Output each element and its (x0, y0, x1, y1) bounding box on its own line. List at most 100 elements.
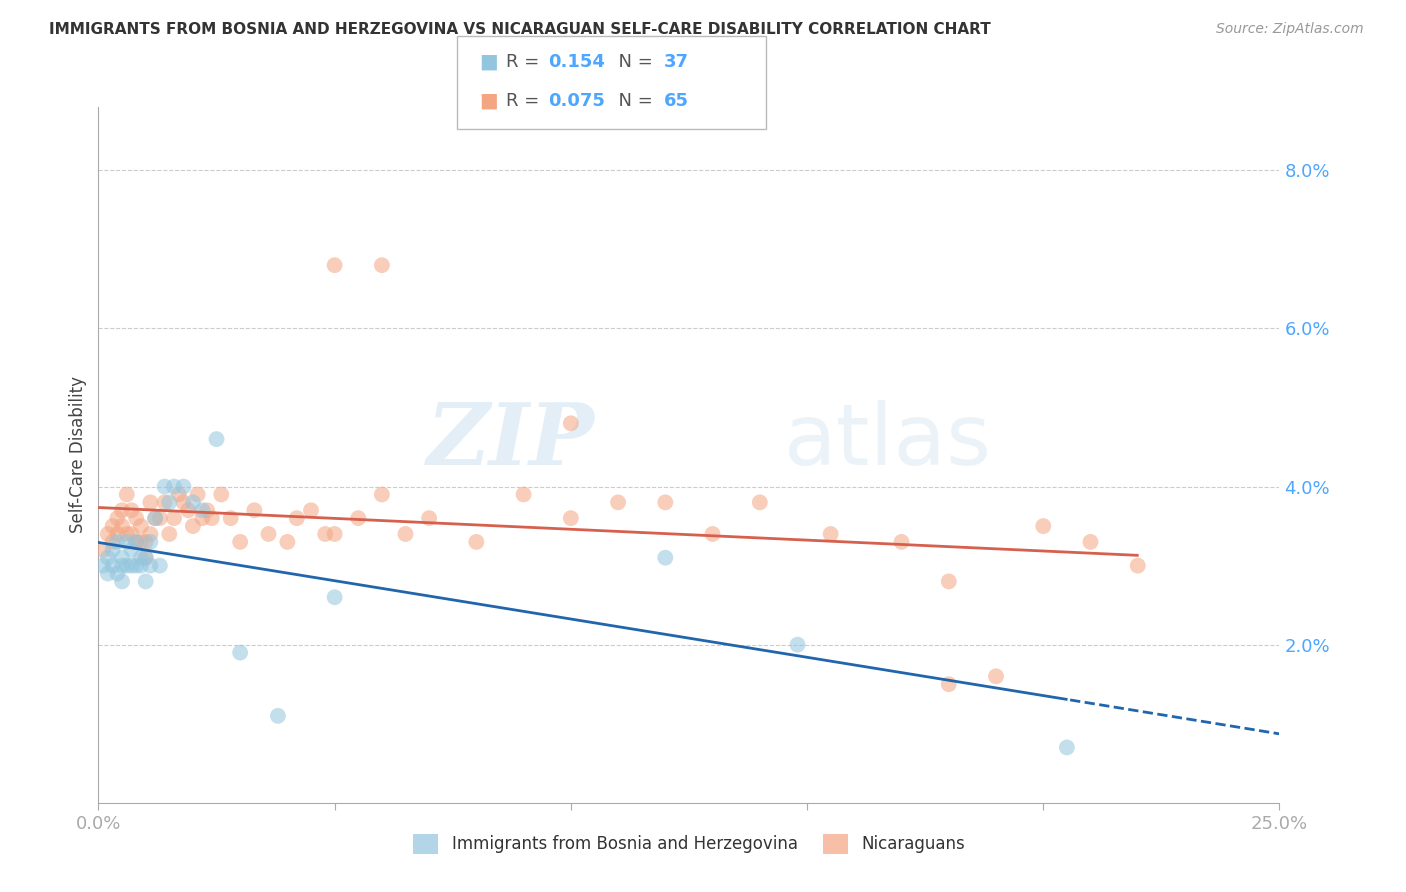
Point (465, 534, 488, 549)
Point (560, 511, 582, 525)
Point (163, 511, 186, 525)
Point (135, 574, 157, 589)
Point (786, 638, 808, 652)
Point (205, 432, 228, 446)
Point (323, 591, 346, 605)
Point (191, 503, 214, 517)
Point (654, 550, 676, 565)
Point (111, 574, 134, 589)
Point (115, 558, 138, 573)
Point (229, 534, 252, 549)
Point (191, 511, 214, 525)
Point (129, 558, 152, 573)
Point (702, 527, 724, 541)
Text: ▪: ▪ (478, 87, 499, 115)
Point (97, 527, 120, 541)
Point (560, 417, 582, 431)
Point (111, 558, 134, 573)
Text: 37: 37 (664, 54, 689, 71)
Point (323, 258, 346, 272)
Point (371, 487, 394, 501)
Point (607, 495, 630, 509)
Point (938, 677, 960, 691)
Point (115, 534, 138, 549)
Point (347, 511, 370, 525)
Text: N =: N = (607, 92, 659, 110)
Point (157, 527, 180, 541)
Point (257, 527, 280, 541)
Point (163, 479, 186, 493)
Point (1126, 558, 1149, 573)
Point (201, 511, 224, 525)
Text: R =: R = (506, 54, 546, 71)
Point (115, 527, 138, 541)
Point (820, 527, 842, 541)
Point (748, 495, 770, 509)
Text: 0.075: 0.075 (548, 92, 605, 110)
Point (121, 542, 143, 557)
Point (129, 519, 152, 533)
Point (143, 511, 166, 525)
Point (153, 495, 176, 509)
Point (890, 534, 912, 549)
Point (153, 479, 176, 493)
Point (105, 527, 128, 541)
Point (121, 503, 143, 517)
Point (139, 534, 162, 549)
Point (101, 534, 124, 549)
Point (105, 566, 128, 581)
Point (177, 503, 200, 517)
Point (129, 534, 152, 549)
Point (938, 574, 960, 589)
Point (512, 487, 534, 501)
Point (229, 646, 252, 660)
Point (167, 487, 190, 501)
Point (219, 511, 242, 525)
Point (371, 258, 394, 272)
Legend: Immigrants from Bosnia and Herzegovina, Nicaraguans: Immigrants from Bosnia and Herzegovina, … (406, 827, 972, 861)
Point (285, 511, 308, 525)
Point (139, 527, 162, 541)
Point (115, 487, 138, 501)
Point (1080, 534, 1102, 549)
Point (91, 558, 114, 573)
Point (105, 534, 128, 549)
Point (1032, 519, 1054, 533)
Point (105, 511, 128, 525)
Text: Source: ZipAtlas.com: Source: ZipAtlas.com (1216, 22, 1364, 37)
Point (276, 534, 298, 549)
Text: atlas: atlas (783, 400, 991, 483)
Point (209, 487, 232, 501)
Point (195, 503, 218, 517)
Point (121, 527, 143, 541)
Point (267, 708, 290, 723)
Point (418, 511, 440, 525)
Point (101, 519, 124, 533)
Y-axis label: Self-Care Disability: Self-Care Disability (69, 376, 87, 533)
Point (125, 511, 148, 525)
Point (111, 519, 134, 533)
Point (172, 479, 194, 493)
Point (1056, 740, 1078, 755)
Point (149, 511, 172, 525)
Point (654, 495, 676, 509)
Point (135, 550, 157, 565)
Point (91, 542, 114, 557)
Point (172, 495, 194, 509)
Text: 65: 65 (664, 92, 689, 110)
Point (157, 495, 180, 509)
Text: ▪: ▪ (478, 48, 499, 77)
Point (243, 503, 266, 517)
Text: ZIP: ZIP (426, 400, 595, 483)
Point (139, 558, 162, 573)
Text: N =: N = (607, 54, 659, 71)
Point (323, 527, 346, 541)
Point (139, 495, 162, 509)
Text: 0.154: 0.154 (548, 54, 605, 71)
Text: R =: R = (506, 92, 546, 110)
Point (394, 527, 416, 541)
Point (125, 534, 148, 549)
Point (181, 495, 204, 509)
Point (135, 534, 157, 549)
Point (97, 566, 120, 581)
